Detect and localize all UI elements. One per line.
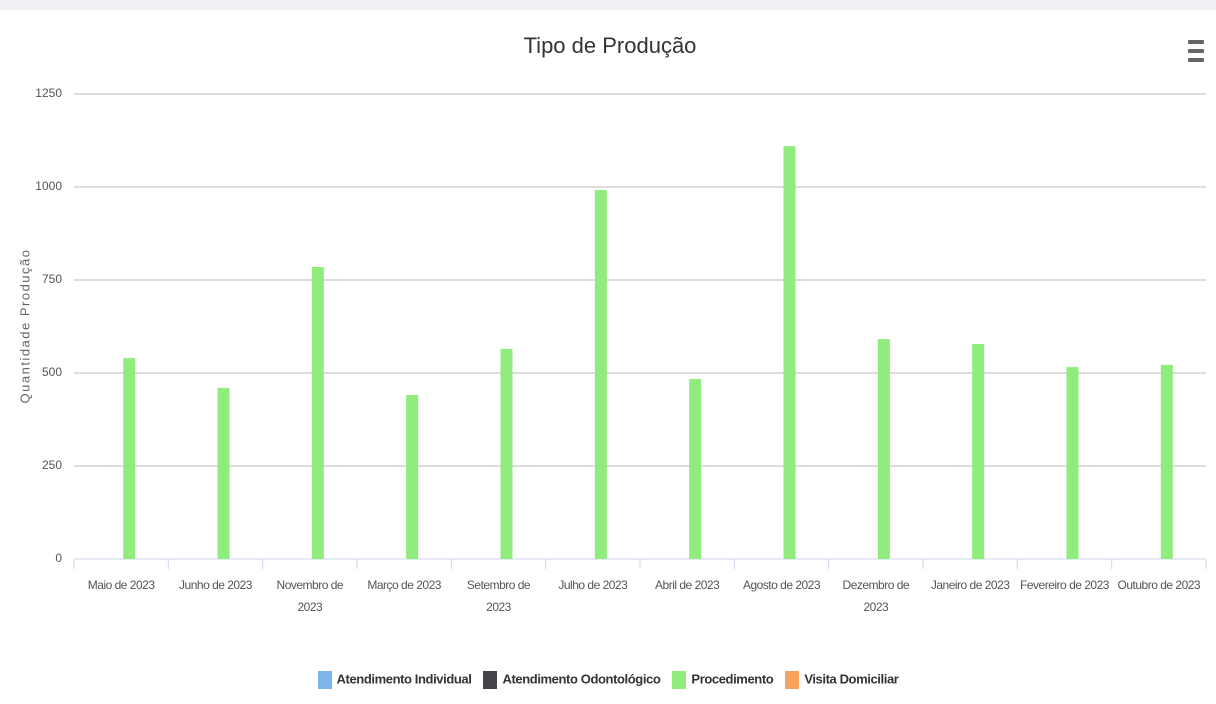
legend-swatch: [672, 671, 687, 689]
legend-swatch: [785, 671, 800, 689]
menu-icon[interactable]: [1188, 40, 1204, 62]
x-tick-label: Outubro de 2023: [1117, 578, 1201, 592]
legend-item[interactable]: Atendimento Odontológico: [483, 671, 661, 689]
legend-label: Procedimento: [691, 671, 774, 687]
legend-label: Visita Domiciliar: [804, 671, 899, 687]
legend-item[interactable]: Atendimento Individual: [317, 671, 472, 689]
bar: [783, 146, 796, 559]
bar: [1160, 364, 1173, 559]
x-tick-label: Agosto de 2023: [742, 578, 821, 592]
y-tick-label: 250: [42, 458, 62, 472]
bar: [972, 343, 985, 559]
x-tick-label: Julho de 2023: [558, 578, 628, 592]
bar: [217, 387, 230, 559]
legend-label: Atendimento Odontológico: [502, 671, 661, 687]
bar: [689, 378, 702, 559]
x-tick-label: Dezembro de 2023: [842, 578, 910, 614]
legend-swatch: [317, 671, 332, 689]
x-tick-label: Abril de 2023: [655, 578, 720, 592]
bar: [406, 394, 419, 559]
bar: [311, 266, 324, 559]
y-tick-label: 1000: [35, 179, 62, 193]
bar: [500, 348, 513, 559]
x-tick-label: Novembro de 2023: [276, 578, 344, 614]
bar: [1066, 367, 1079, 559]
x-tick-label: Fevereiro de 2023: [1020, 578, 1109, 592]
y-tick-label: 1250: [35, 86, 62, 100]
bar: [594, 189, 607, 559]
y-tick-label: 0: [55, 551, 62, 565]
chart-title: Tipo de Produção: [524, 33, 697, 58]
legend-item[interactable]: Visita Domiciliar: [785, 671, 899, 689]
legend: Atendimento Individual Atendimento Odonto…: [0, 671, 1216, 689]
x-tick-label: Maio de 2023: [87, 578, 155, 592]
y-tick-label: 500: [42, 365, 62, 379]
x-tick-label: Junho de 2023: [179, 578, 252, 592]
x-tick-label: Janeiro de 2023: [930, 578, 1010, 592]
bar: [123, 358, 136, 559]
x-tick-label: Março de 2023: [367, 578, 441, 592]
legend-label: Atendimento Individual: [336, 671, 472, 687]
bar: [877, 339, 890, 559]
y-tick-label: 750: [42, 272, 62, 286]
legend-item[interactable]: Procedimento: [672, 671, 774, 689]
top-strip: [0, 0, 1216, 10]
y-axis-title: Quantidade Produção: [17, 249, 32, 404]
x-tick-label: Setembro de 2023: [466, 578, 531, 614]
legend-swatch: [483, 671, 498, 689]
